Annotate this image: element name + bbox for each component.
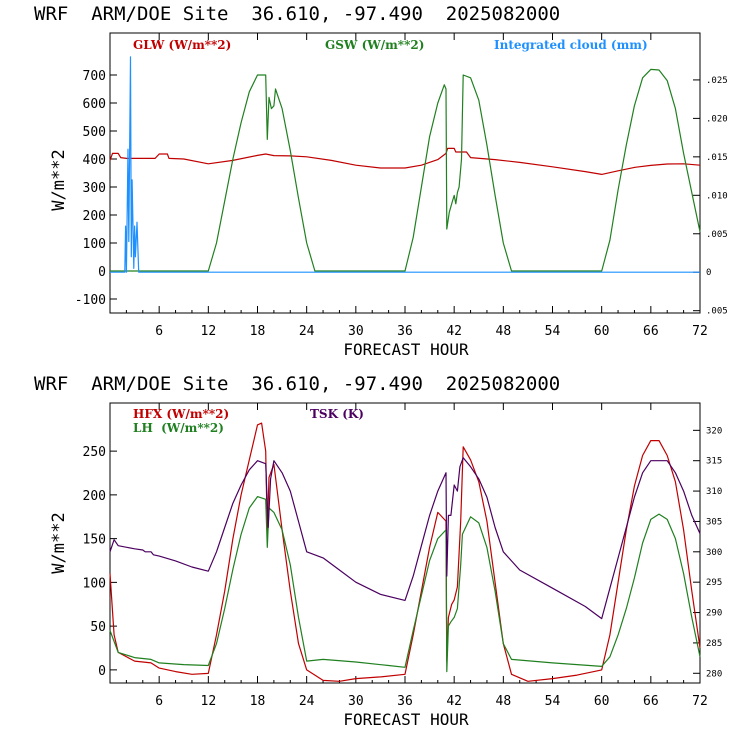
y-tick-label: 700 — [83, 69, 106, 84]
panel-title: WRF ARM/DOE Site 36.610, -97.490 2025082… — [34, 373, 560, 395]
y-axis-label: W/m**2 — [49, 149, 69, 210]
y2-tick-label: 310 — [706, 487, 722, 497]
x-tick-label: 72 — [692, 694, 708, 709]
y2-tick-label: 295 — [706, 578, 722, 588]
series-group — [109, 56, 701, 273]
legend-gsw: GSW (W/m**2) — [325, 38, 424, 52]
x-tick-label: 6 — [155, 324, 163, 339]
x-tick-label: 36 — [397, 694, 413, 709]
panel-title: WRF ARM/DOE Site 36.610, -97.490 2025082… — [34, 3, 560, 25]
y-tick-label: 200 — [83, 209, 106, 224]
y-tick-label: -100 — [75, 293, 106, 308]
y2-tick-label: .010 — [706, 191, 728, 201]
y-tick-label: 100 — [83, 237, 106, 252]
x-tick-label: 60 — [594, 694, 610, 709]
x-tick-label: 18 — [250, 694, 266, 709]
series-line — [109, 422, 701, 682]
x-tick-label: 72 — [692, 324, 708, 339]
x-tick-label: 30 — [348, 694, 364, 709]
x-tick-label: 18 — [250, 324, 266, 339]
legend-glw: GLW (W/m**2) — [133, 38, 231, 52]
series-line — [110, 68, 701, 272]
x-tick-label: 60 — [594, 324, 610, 339]
series-group — [109, 422, 701, 682]
y-tick-label: 500 — [83, 125, 106, 140]
x-tick-label: 30 — [348, 324, 364, 339]
x-tick-label: 48 — [496, 324, 512, 339]
y-tick-label: 400 — [83, 153, 106, 168]
y-tick-label: 100 — [83, 576, 106, 591]
x-tick-label: 36 — [397, 324, 413, 339]
panel-top: WRF ARM/DOE Site 36.610, -97.490 2025082… — [34, 3, 728, 359]
y2-tick-label: 305 — [706, 517, 722, 527]
y-axis-label: W/m**2 — [49, 512, 69, 573]
y-tick-label: 0 — [98, 265, 106, 280]
y2-tick-label: .025 — [706, 76, 728, 86]
x-tick-label: 48 — [496, 694, 512, 709]
x-tick-label: 12 — [201, 324, 217, 339]
y-tick-label: 150 — [83, 533, 106, 548]
y-tick-label: 200 — [83, 489, 106, 504]
series-line — [109, 457, 701, 620]
y2-tick-label: 290 — [706, 609, 722, 619]
legend-hfx: HFX (W/m**2) — [133, 407, 229, 421]
y2-tick-label: 300 — [706, 548, 722, 558]
y2-tick-label: 315 — [706, 457, 722, 467]
series-line — [109, 147, 701, 175]
legend-cloud: Integrated cloud (mm) — [494, 38, 648, 52]
y-tick-label: 300 — [83, 181, 106, 196]
x-tick-label: 24 — [299, 694, 315, 709]
y-tick-label: 250 — [83, 445, 106, 460]
series-line — [110, 56, 700, 273]
y2-tick-label: 285 — [706, 639, 722, 649]
x-tick-label: 24 — [299, 324, 315, 339]
y2-tick-label: 0 — [706, 268, 711, 278]
x-tick-label: 12 — [201, 694, 217, 709]
x-tick-label: 66 — [643, 694, 659, 709]
x-tick-label: 66 — [643, 324, 659, 339]
y-tick-label: 0 — [98, 664, 106, 679]
tick-group: 6 12 18 24 30 36 42 48 54 60 66 72 -100 0 100 200 300 400… — [75, 33, 728, 339]
x-tick-label: 6 — [155, 694, 163, 709]
y2-tick-label: .005 — [706, 307, 728, 317]
x-axis-label: FORECAST HOUR — [343, 340, 469, 359]
legend-lh: LH (W/m**2) — [133, 421, 224, 435]
y2-tick-label: 320 — [706, 426, 722, 436]
y2-tick-label: .005 — [706, 230, 728, 240]
x-tick-label: 42 — [446, 324, 462, 339]
series-line — [109, 496, 701, 673]
plot-frame — [109, 402, 701, 684]
legend-tsk: TSK (K) — [310, 407, 364, 421]
y2-tick-label: .020 — [706, 114, 728, 124]
y-tick-label: 50 — [90, 620, 106, 635]
y2-tick-label: .015 — [706, 153, 728, 163]
x-tick-label: 54 — [545, 694, 561, 709]
y2-tick-label: 280 — [706, 669, 722, 679]
panel-bottom: WRF ARM/DOE Site 36.610, -97.490 2025082… — [34, 373, 722, 729]
x-tick-label: 42 — [446, 694, 462, 709]
tick-group: 6 12 18 24 30 36 42 48 54 60 66 72 0 50 100 150 200 250 28… — [83, 403, 722, 709]
x-axis-label: FORECAST HOUR — [343, 710, 469, 729]
x-tick-label: 54 — [545, 324, 561, 339]
y-tick-label: 600 — [83, 97, 106, 112]
